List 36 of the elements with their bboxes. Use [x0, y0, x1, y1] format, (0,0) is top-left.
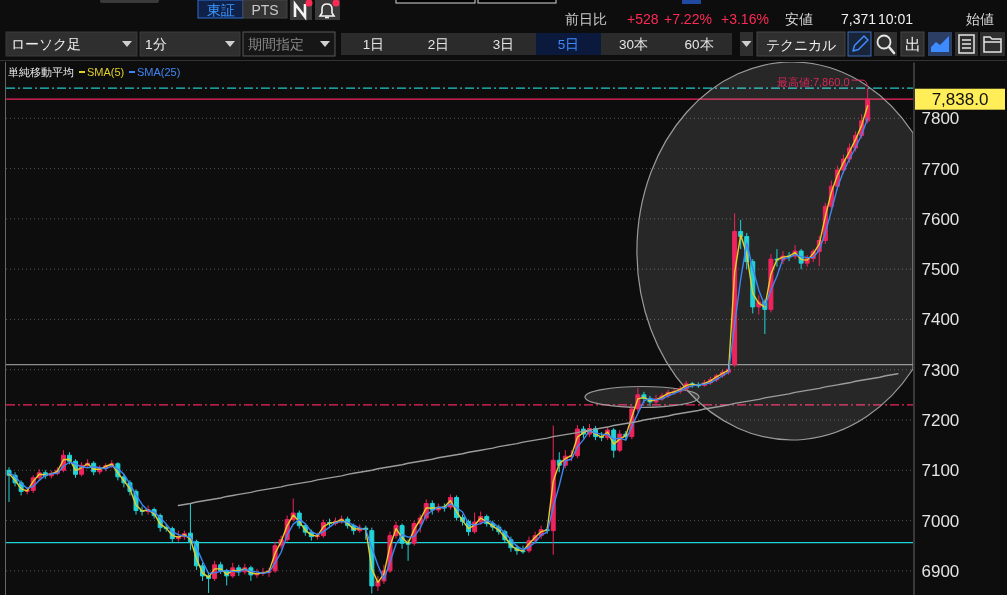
y-tick-label: 7500	[921, 260, 960, 280]
y-tick-label: 7800	[921, 109, 960, 129]
text: 7,371	[840, 11, 877, 27]
ref-line-label: 7,838.0	[931, 89, 989, 109]
text: 10:01	[878, 11, 914, 27]
y-tick-label: 7000	[921, 511, 960, 531]
text: 安値	[785, 11, 813, 27]
text: ローソク足	[11, 37, 81, 52]
text: 1分	[145, 37, 167, 52]
y-tick-label: 7300	[921, 360, 960, 380]
y-tick-label: 7600	[921, 209, 960, 229]
text: 60本	[684, 37, 714, 52]
text: 前日比	[565, 11, 607, 27]
text: 期間指定	[248, 37, 304, 52]
legend-title: 単純移動平均	[8, 66, 74, 78]
annotation: 最高値:7,860.0	[776, 76, 850, 89]
text: +528	[627, 11, 659, 27]
text: 3日	[492, 37, 515, 52]
text: テクニカル	[766, 38, 836, 53]
text: 2日	[427, 37, 450, 52]
text: 1日	[362, 37, 385, 52]
text: 始値	[966, 11, 994, 27]
text: 出	[904, 36, 921, 53]
text: 5日	[557, 37, 580, 52]
legend-label: SMA(5)	[87, 66, 125, 78]
y-tick-label: 7400	[921, 310, 960, 330]
text: 30本	[618, 37, 649, 52]
y-tick-label: 6900	[921, 561, 960, 581]
y-tick-label: 7700	[921, 159, 960, 179]
y-tick-label: 7200	[921, 410, 960, 430]
text: PTS	[251, 2, 279, 18]
text: +7.22%	[664, 11, 712, 27]
legend-label: SMA(25)	[136, 66, 181, 78]
text: 東証	[206, 2, 235, 18]
text: +3.16%	[721, 11, 769, 27]
y-tick-label: 7100	[921, 461, 960, 481]
